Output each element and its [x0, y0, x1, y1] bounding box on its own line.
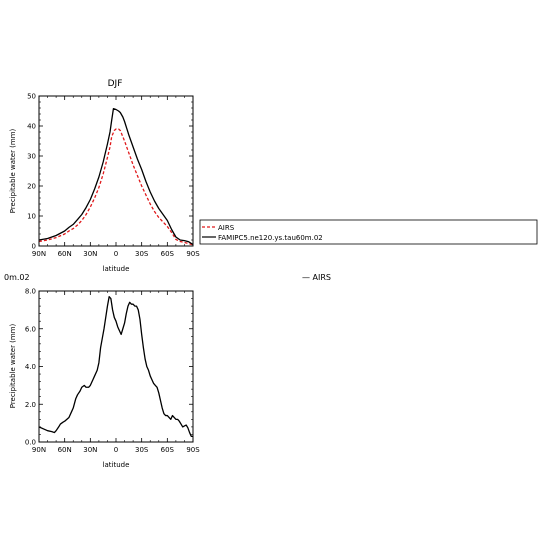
stray-legend-label: — AIRS: [302, 273, 331, 282]
clipped-series-label: 0m.02: [4, 273, 30, 282]
x-tick-label: 30S: [135, 250, 149, 258]
legend-airs-label: AIRS: [218, 224, 235, 232]
x-tick-label: 30N: [83, 250, 97, 258]
second-precipitable-water-chart: 90N 60N 30N 0 30S 60S 90S 0.0 2.0 4.0 6.0 8.0 Preci…: [9, 288, 200, 470]
x-tick-label: 0: [114, 250, 118, 258]
plot-frame: [38, 95, 194, 247]
x-tick-label: 0: [114, 446, 118, 454]
x-tick-label: 60N: [58, 446, 72, 454]
series-line-airs: [38, 128, 194, 246]
y-tick-label: 50: [27, 93, 36, 101]
x-tick-label: 60S: [161, 250, 175, 258]
legend-box: [199, 219, 538, 245]
series-line-series-0: [38, 296, 193, 437]
y-axis-label: Precipitable water (mm): [9, 323, 17, 408]
plot-frame: [38, 290, 194, 443]
y-tick-label: 8.0: [25, 288, 36, 296]
x-tick-label: 60S: [161, 446, 175, 454]
x-axis-label: latitude: [103, 265, 130, 273]
x-tick-label: 90N: [32, 446, 46, 454]
djf-precipitable-water-chart: DJF 90N 60N 30N 0 30S 60S 90S 0 10 20 30 40 50 Preci…: [9, 79, 200, 273]
chart-title: DJF: [108, 79, 123, 89]
x-tick-label: 30N: [83, 446, 97, 454]
y-tick-label: 10: [27, 213, 36, 221]
x-tick-label: 90S: [186, 446, 200, 454]
y-tick-label: 6.0: [25, 325, 36, 333]
y-tick-label: 40: [27, 123, 36, 131]
legend-model-label: FAMIPC5.ne120.ys.tau60m.02: [218, 234, 323, 242]
x-tick-label: 90N: [32, 250, 46, 258]
y-tick-label: 0.0: [25, 439, 36, 447]
x-axis-label: latitude: [103, 461, 130, 469]
y-axis-label: Precipitable water (mm): [9, 128, 17, 213]
y-tick-label: 2.0: [25, 401, 36, 409]
y-tick-label: 30: [27, 153, 36, 161]
y-tick-label: 20: [27, 183, 36, 191]
x-tick-label: 60N: [58, 250, 72, 258]
series-line-famipc5-ne120-ys-tau60m-02: [38, 107, 194, 246]
y-tick-label: 0: [32, 243, 36, 251]
legend: AIRS FAMIPC5.ne120.ys.tau60m.02: [199, 219, 538, 245]
x-tick-label: 30S: [135, 446, 149, 454]
x-tick-label: 90S: [186, 250, 200, 258]
y-tick-label: 4.0: [25, 363, 36, 371]
